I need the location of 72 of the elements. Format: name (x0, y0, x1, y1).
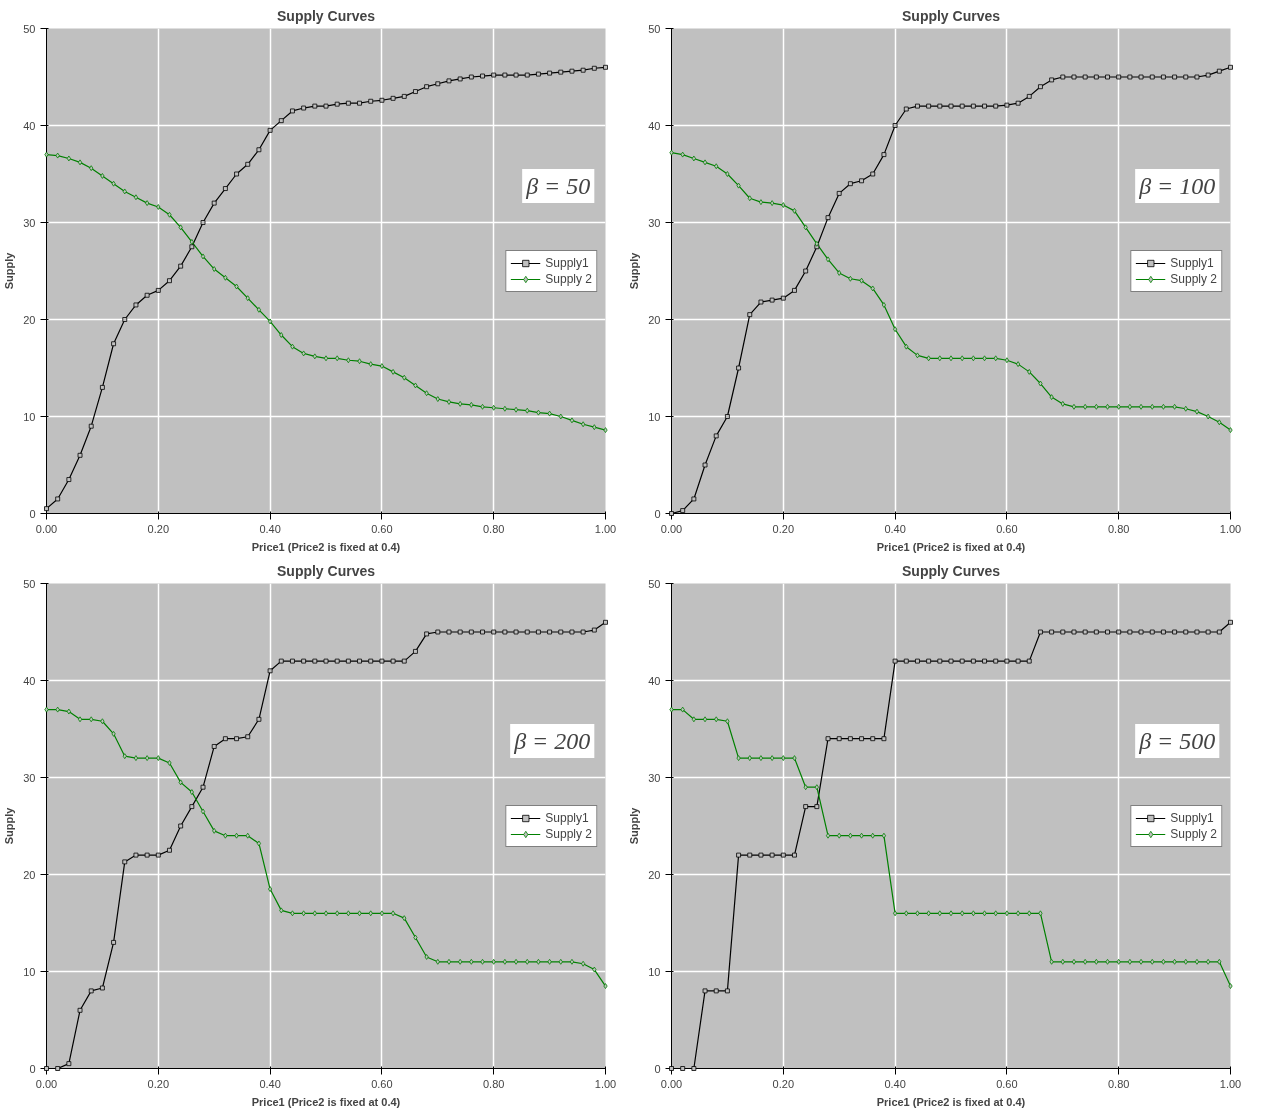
x-tick-label: 0.40 (259, 1077, 281, 1090)
x-tick-label: 0.00 (35, 522, 58, 535)
x-tick-label: 0.80 (1108, 522, 1130, 535)
y-tick-label: 10 (648, 410, 661, 423)
x-tick-label: 1.00 (1219, 522, 1242, 535)
x-axis-title: Price1 (Price2 is fixed at 0.4) (251, 540, 401, 553)
legend-label: Supply1 (545, 255, 589, 270)
y-tick-label: 40 (648, 674, 661, 687)
y-tick-label: 10 (23, 965, 36, 978)
y-tick-label: 40 (23, 674, 36, 687)
x-axis-title: Price1 (Price2 is fixed at 0.4) (251, 1095, 401, 1108)
annotation: β = 200 (513, 728, 591, 755)
x-tick-label: 0.80 (483, 1077, 505, 1090)
x-tick-label: 0.80 (1108, 1077, 1130, 1090)
annotation: β = 100 (1138, 173, 1216, 200)
x-tick-label: 0.80 (483, 522, 505, 535)
y-tick-label: 20 (648, 313, 661, 326)
chart-title: Supply Curves (276, 562, 376, 579)
chart-title: Supply Curves (901, 7, 1001, 24)
x-tick-label: 0.20 (772, 1077, 795, 1090)
x-tick-label: 0.60 (996, 522, 1018, 535)
y-tick-label: 20 (23, 313, 36, 326)
legend-label: Supply 2 (545, 826, 592, 841)
x-axis-title: Price1 (Price2 is fixed at 0.4) (876, 1095, 1026, 1108)
y-tick-label: 50 (23, 577, 36, 590)
legend-label: Supply 2 (545, 271, 592, 286)
legend-label: Supply 2 (1170, 826, 1217, 841)
x-tick-label: 0.00 (35, 1077, 58, 1090)
x-tick-label: 0.60 (371, 1077, 393, 1090)
annotation: β = 50 (525, 173, 591, 200)
y-tick-label: 30 (648, 771, 661, 784)
y-axis-title: Supply (628, 251, 641, 290)
x-tick-label: 0.60 (996, 1077, 1018, 1090)
y-axis-title: Supply (3, 806, 16, 845)
y-tick-label: 50 (648, 22, 661, 35)
y-tick-label: 0 (654, 507, 661, 520)
y-tick-label: 0 (29, 507, 36, 520)
chart-title: Supply Curves (901, 562, 1001, 579)
x-tick-label: 0.40 (884, 1077, 906, 1090)
x-tick-label: 0.20 (772, 522, 795, 535)
chart-title: Supply Curves (276, 7, 376, 24)
x-tick-label: 0.20 (147, 1077, 170, 1090)
y-axis-title: Supply (3, 251, 16, 290)
y-tick-label: 0 (654, 1062, 661, 1075)
x-tick-label: 0.20 (147, 522, 170, 535)
y-tick-label: 50 (23, 22, 36, 35)
x-tick-label: 0.00 (660, 522, 683, 535)
x-axis-title: Price1 (Price2 is fixed at 0.4) (876, 540, 1026, 553)
annotation: β = 500 (1138, 728, 1216, 755)
y-tick-label: 30 (23, 216, 36, 229)
y-tick-label: 20 (23, 868, 36, 881)
x-tick-label: 0.60 (371, 522, 393, 535)
x-tick-label: 0.40 (884, 522, 906, 535)
y-tick-label: 30 (23, 771, 36, 784)
legend-label: Supply 2 (1170, 271, 1217, 286)
y-tick-label: 20 (648, 868, 661, 881)
y-tick-label: 30 (648, 216, 661, 229)
x-tick-label: 0.00 (660, 1077, 683, 1090)
x-tick-label: 1.00 (594, 1077, 617, 1090)
y-tick-label: 40 (648, 119, 661, 132)
legend-label: Supply1 (1170, 810, 1214, 825)
legend-label: Supply1 (1170, 255, 1214, 270)
y-tick-label: 40 (23, 119, 36, 132)
x-tick-label: 1.00 (1219, 1077, 1242, 1090)
legend-label: Supply1 (545, 810, 589, 825)
y-tick-label: 0 (29, 1062, 36, 1075)
x-tick-label: 0.40 (259, 522, 281, 535)
y-tick-label: 10 (648, 965, 661, 978)
y-tick-label: 50 (648, 577, 661, 590)
y-axis-title: Supply (628, 806, 641, 845)
x-tick-label: 1.00 (594, 522, 617, 535)
y-tick-label: 10 (23, 410, 36, 423)
